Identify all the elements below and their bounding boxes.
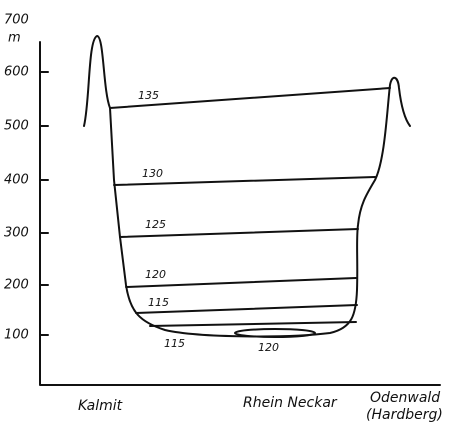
level-line bbox=[135, 304, 358, 314]
axes: 700 m 600 500 400 300 200 100 bbox=[4, 13, 441, 386]
y-tick-label: 500 bbox=[4, 119, 29, 134]
level-label: 115 bbox=[148, 296, 169, 309]
level-label: 120 bbox=[145, 268, 166, 281]
level-label: 125 bbox=[145, 218, 166, 231]
y-tick-label: 100 bbox=[4, 328, 29, 343]
level-label: 115 bbox=[164, 337, 185, 350]
location-label: (Hardberg) bbox=[366, 407, 443, 423]
axis-lines bbox=[39, 41, 441, 386]
basin-lens bbox=[234, 328, 316, 338]
level-line bbox=[119, 228, 359, 238]
profile bbox=[83, 35, 411, 338]
location-label: Rhein Neckar bbox=[243, 395, 338, 411]
level-label: 120 bbox=[258, 341, 279, 354]
level-label: 135 bbox=[138, 89, 159, 102]
y-tick-label: 400 bbox=[4, 173, 29, 188]
y-tick-label: 600 bbox=[4, 65, 29, 80]
location-label: Kalmit bbox=[78, 398, 123, 414]
y-tick-label: 300 bbox=[4, 226, 29, 241]
y-tick-label: 700 bbox=[4, 13, 29, 28]
location-labels: Kalmit Rhein Neckar Odenwald (Hardberg) bbox=[78, 390, 443, 423]
location-label: Odenwald bbox=[370, 390, 440, 406]
level-label: 130 bbox=[142, 167, 163, 180]
level-line bbox=[113, 176, 376, 186]
unit-label: m bbox=[8, 31, 21, 46]
level-line bbox=[149, 321, 357, 327]
level-line bbox=[125, 277, 357, 288]
level-labels: 135 130 125 120 115 115 120 bbox=[138, 89, 279, 354]
level-line bbox=[109, 87, 391, 109]
terrain-outline bbox=[83, 35, 411, 338]
y-tick-label: 200 bbox=[4, 278, 29, 293]
